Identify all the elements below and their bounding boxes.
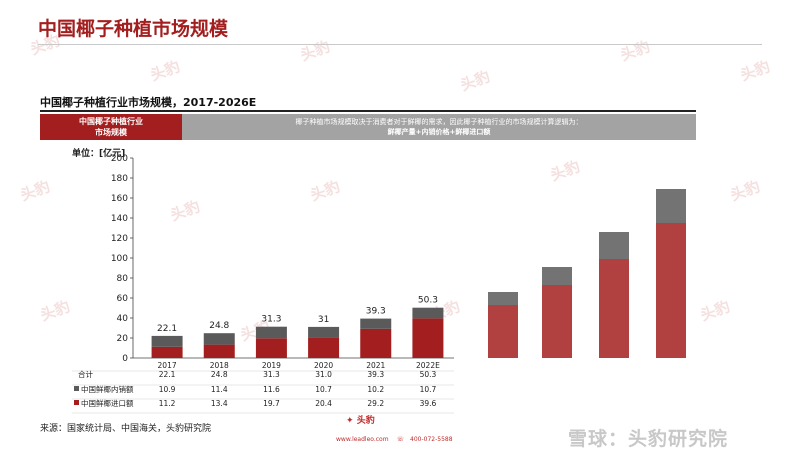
- footer-logo-icon: ✦: [346, 416, 354, 426]
- description-banner: 中国椰子种植行业 市场规模 椰子种植市场规模取决于消费者对于鲜椰的需求，因此椰子…: [40, 114, 696, 140]
- x-tick-label: 2017: [158, 361, 177, 370]
- blurred-bar-import: [599, 259, 629, 358]
- page-title: 中国椰子种植市场规模: [38, 18, 229, 40]
- banner-description-line: 椰子种植市场规模取决于消费者对于鲜椰的需求，因此椰子种植行业的市场规模计算逻辑为…: [295, 118, 583, 126]
- footer-website: www.leadleo.com: [336, 436, 389, 443]
- blurred-bar-import: [488, 305, 518, 358]
- bar-import: [151, 346, 183, 358]
- watermark-brand: 雪球：头豹研究院: [568, 428, 729, 450]
- table-cell: 11.4: [211, 385, 228, 394]
- banner-label-line: 市场规模: [95, 128, 127, 137]
- bar-import: [360, 328, 392, 358]
- phone-icon: ☏: [396, 436, 405, 443]
- chart-title: 中国椰子种植行业市场规模，2017-2026E: [40, 96, 257, 109]
- y-tick-label: 20: [117, 334, 129, 344]
- bar-import: [203, 344, 235, 358]
- x-tick-label: 2022E: [416, 361, 440, 370]
- chart-title-underline: [40, 110, 696, 112]
- x-tick-label: 2020: [314, 361, 333, 370]
- legend-swatch-import: [74, 400, 79, 405]
- table-cell: 11.2: [159, 399, 176, 408]
- blurred-bar-domestic: [542, 267, 572, 285]
- table-cell: 39.6: [420, 399, 437, 408]
- bar-domestic: [360, 318, 392, 329]
- table-cell: 20.4: [315, 399, 332, 408]
- table-cell: 10.7: [315, 385, 332, 394]
- source-note: 来源：国家统计局、中国海关，头豹研究院: [40, 424, 212, 434]
- table-cell: 29.2: [367, 399, 384, 408]
- y-tick-label: 160: [111, 194, 128, 204]
- table-cell: 13.4: [211, 399, 228, 408]
- y-tick-label: 40: [117, 314, 129, 324]
- bar-domestic: [412, 307, 444, 319]
- table-cell: 10.9: [159, 385, 176, 394]
- table-cell: 19.7: [263, 399, 280, 408]
- table-row-header: 中国鲜椰进口额: [81, 398, 134, 408]
- y-tick-label: 100: [111, 254, 128, 264]
- table-cell: 39.3: [367, 370, 384, 379]
- banner-label-line: 中国椰子种植行业: [79, 117, 143, 126]
- x-tick-label: 2018: [210, 361, 229, 370]
- y-tick-label: 80: [117, 274, 129, 284]
- footer-logo-text: 头豹: [356, 416, 375, 426]
- table-cell: 10.2: [367, 385, 384, 394]
- blurred-bar-import: [542, 285, 572, 358]
- footer-logo: ✦ 头豹: [346, 413, 375, 426]
- y-axis-unit-label: 单位：[亿元]: [72, 149, 126, 159]
- y-tick-label: 60: [117, 294, 129, 304]
- bar-domestic: [151, 335, 183, 347]
- bar-total-label: 39.3: [366, 307, 386, 317]
- footer-contact: www.leadleo.com ☏ 400-072-5588: [336, 436, 486, 443]
- blurred-bar-import: [656, 223, 686, 358]
- table-cell: 24.8: [211, 370, 228, 379]
- bar-import: [412, 318, 444, 358]
- y-tick-label: 200: [111, 154, 128, 164]
- bar-total-label: 31: [318, 315, 329, 325]
- table-cell: 50.3: [420, 370, 437, 379]
- table-row-header: 中国鲜椰内销额: [81, 384, 134, 394]
- blurred-bar-domestic: [656, 189, 686, 223]
- bar-total-label: 24.8: [209, 321, 229, 331]
- banner-formula: 鲜椰产量+内销价格+鲜椰进口额: [387, 128, 491, 136]
- bar-total-label: 22.1: [157, 324, 177, 334]
- bar-domestic: [255, 326, 287, 339]
- y-tick-label: 0: [122, 354, 128, 364]
- y-tick-label: 180: [111, 174, 128, 184]
- blurred-bar-domestic: [488, 292, 518, 305]
- bar-total-label: 50.3: [418, 296, 438, 306]
- bar-import: [255, 338, 287, 358]
- title-divider: [38, 44, 762, 45]
- x-tick-label: 2019: [262, 361, 281, 370]
- legend-swatch-domestic: [74, 386, 79, 391]
- y-tick-label: 140: [111, 214, 128, 224]
- bar-domestic: [203, 333, 235, 345]
- table-cell: 11.6: [263, 385, 280, 394]
- table-cell: 22.1: [159, 370, 176, 379]
- y-tick-label: 120: [111, 234, 128, 244]
- banner-description: 椰子种植市场规模取决于消费者对于鲜椰的需求，因此椰子种植行业的市场规模计算逻辑为…: [182, 114, 696, 140]
- bar-domestic: [308, 326, 340, 338]
- table-row-header: 合计: [78, 369, 93, 379]
- banner-label: 中国椰子种植行业 市场规模: [40, 114, 182, 140]
- table-cell: 31.3: [263, 370, 280, 379]
- blurred-bar-domestic: [599, 232, 629, 259]
- x-tick-label: 2021: [366, 361, 385, 370]
- bar-import: [308, 337, 340, 358]
- table-cell: 31.0: [315, 370, 332, 379]
- bar-total-label: 31.3: [261, 315, 281, 325]
- table-cell: 10.7: [420, 385, 437, 394]
- footer-phone: 400-072-5588: [410, 436, 453, 443]
